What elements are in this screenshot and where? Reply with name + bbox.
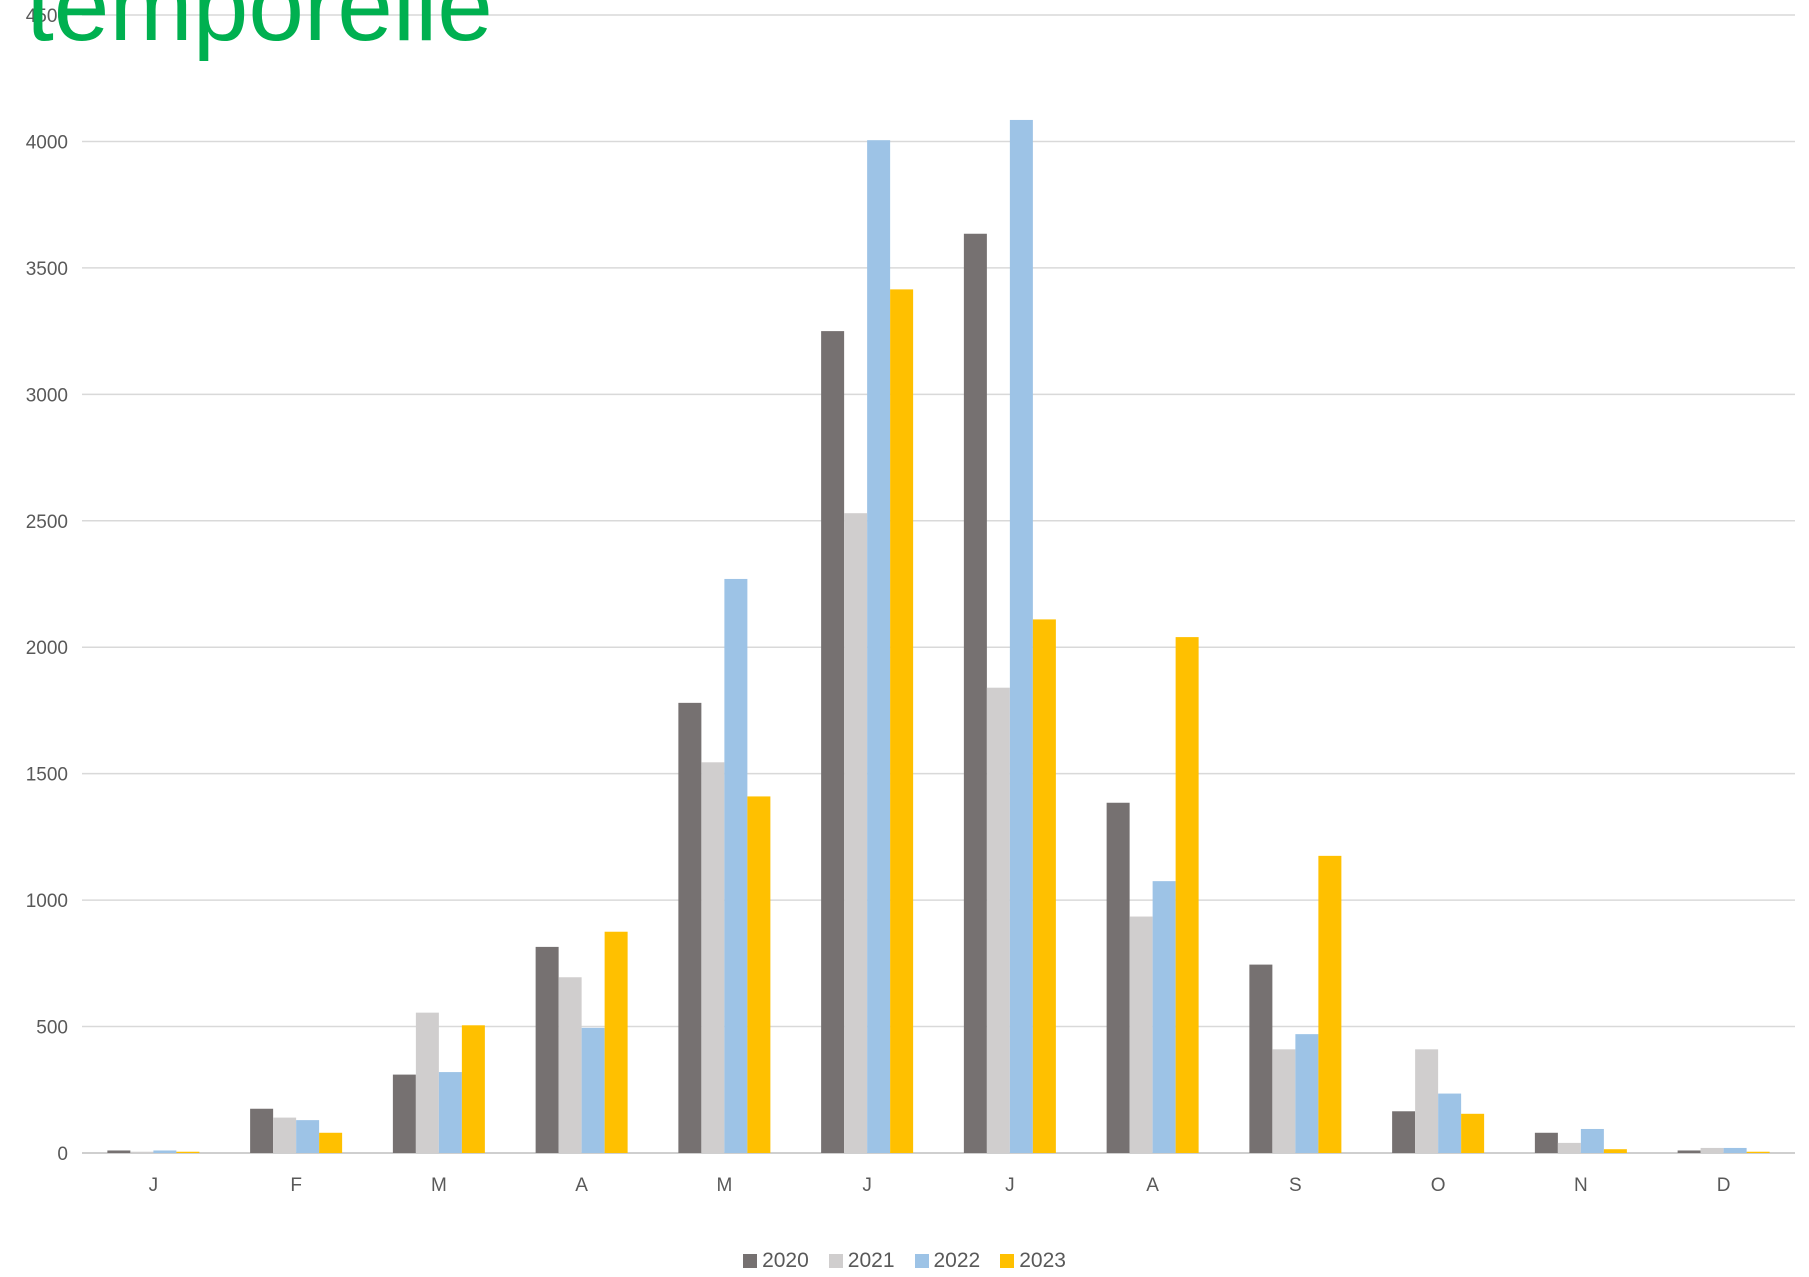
bar-2020-6	[963, 233, 987, 1153]
legend-item: 2022	[914, 1249, 981, 1273]
x-tick-label: J	[149, 1175, 159, 1196]
x-tick-label: M	[716, 1175, 732, 1196]
y-tick-label: 4500	[26, 6, 68, 27]
y-tick-label: 3000	[26, 385, 68, 406]
bar-2020-5	[821, 331, 845, 1154]
bar-2020-7	[1106, 802, 1130, 1153]
bar-2022-3	[581, 1027, 605, 1153]
legend-label: 2020	[762, 1249, 809, 1272]
chart-title: temporelle	[26, 0, 493, 62]
legend-swatch	[1000, 1254, 1015, 1268]
bar-2023-4	[747, 796, 771, 1153]
bar-2021-4	[701, 762, 725, 1153]
legend-label: 2021	[847, 1249, 895, 1272]
bar-2023-0	[176, 1151, 200, 1153]
x-tick-label: M	[431, 1175, 447, 1196]
bar-2021-0	[130, 1151, 154, 1153]
y-tick-label: 2500	[26, 512, 68, 533]
bar-2022-11	[1723, 1147, 1747, 1153]
legend-swatch	[828, 1254, 843, 1268]
bar-2023-7	[1175, 637, 1199, 1153]
legend-item: 2023	[1000, 1249, 1066, 1273]
bar-2021-2	[415, 1012, 439, 1153]
bar-2021-6	[986, 687, 1010, 1153]
bar-2023-5	[890, 289, 914, 1154]
legend-item: 2021	[828, 1249, 895, 1273]
bar-2023-10	[1603, 1149, 1627, 1153]
y-tick-label: 1000	[26, 891, 68, 912]
bar-2020-10	[1534, 1132, 1558, 1153]
bar-2023-8	[1318, 855, 1342, 1153]
y-tick-label: 3500	[26, 259, 68, 280]
legend-swatch	[914, 1254, 929, 1268]
legend-swatch	[743, 1254, 758, 1268]
bar-2023-3	[604, 931, 628, 1153]
bar-2023-1	[319, 1132, 343, 1153]
bar-2022-5	[867, 140, 891, 1153]
x-tick-label: O	[1431, 1175, 1446, 1196]
bar-2022-0	[153, 1150, 177, 1153]
x-tick-label: J	[862, 1175, 872, 1196]
bar-2021-8	[1272, 1049, 1296, 1153]
bar-2022-4	[724, 578, 748, 1153]
x-tick-label: A	[1146, 1175, 1159, 1196]
bar-2020-3	[535, 946, 559, 1153]
bar-2021-10	[1557, 1142, 1581, 1153]
bar-2021-1	[273, 1117, 297, 1153]
bar-2020-0	[107, 1150, 131, 1153]
x-tick-label: F	[290, 1175, 302, 1196]
x-tick-label: D	[1717, 1175, 1731, 1196]
y-tick-label: 1500	[26, 765, 68, 786]
bar-2022-6	[1009, 119, 1033, 1154]
bar-2022-10	[1580, 1128, 1604, 1153]
bar-2023-9	[1461, 1113, 1485, 1153]
bar-2022-8	[1295, 1034, 1319, 1153]
bar-2023-6	[1032, 619, 1056, 1153]
y-tick-label: 4000	[26, 132, 68, 153]
legend-label: 2022	[933, 1249, 981, 1272]
bar-2020-1	[250, 1108, 274, 1153]
x-tick-label: J	[1005, 1175, 1015, 1196]
legend-label: 2023	[1019, 1249, 1066, 1272]
bar-2021-3	[558, 977, 582, 1153]
y-tick-label: 0	[57, 1144, 68, 1165]
legend-item: 2020	[743, 1249, 809, 1273]
bar-2021-11	[1700, 1147, 1724, 1153]
bar-2021-9	[1415, 1049, 1439, 1153]
legend: 2020 2021 2022 2023	[0, 1249, 1809, 1273]
bar-2020-2	[392, 1074, 416, 1153]
bar-2022-9	[1438, 1093, 1462, 1153]
x-tick-label: A	[575, 1175, 588, 1196]
bar-2022-2	[438, 1072, 462, 1153]
bar-2022-1	[296, 1120, 320, 1153]
bar-2020-8	[1249, 964, 1273, 1153]
y-tick-label: 500	[36, 1018, 68, 1039]
bar-2021-7	[1129, 916, 1153, 1153]
x-tick-label: N	[1574, 1175, 1588, 1196]
bar-2023-2	[461, 1025, 485, 1153]
bar-2023-11	[1746, 1151, 1770, 1153]
bar-2022-7	[1152, 881, 1176, 1153]
bar-2020-4	[678, 702, 702, 1153]
bar-2021-5	[844, 513, 868, 1153]
y-tick-label: 2000	[26, 638, 68, 659]
bar-2020-9	[1392, 1111, 1416, 1153]
bar-2020-11	[1677, 1150, 1701, 1153]
x-tick-label: S	[1289, 1175, 1302, 1196]
